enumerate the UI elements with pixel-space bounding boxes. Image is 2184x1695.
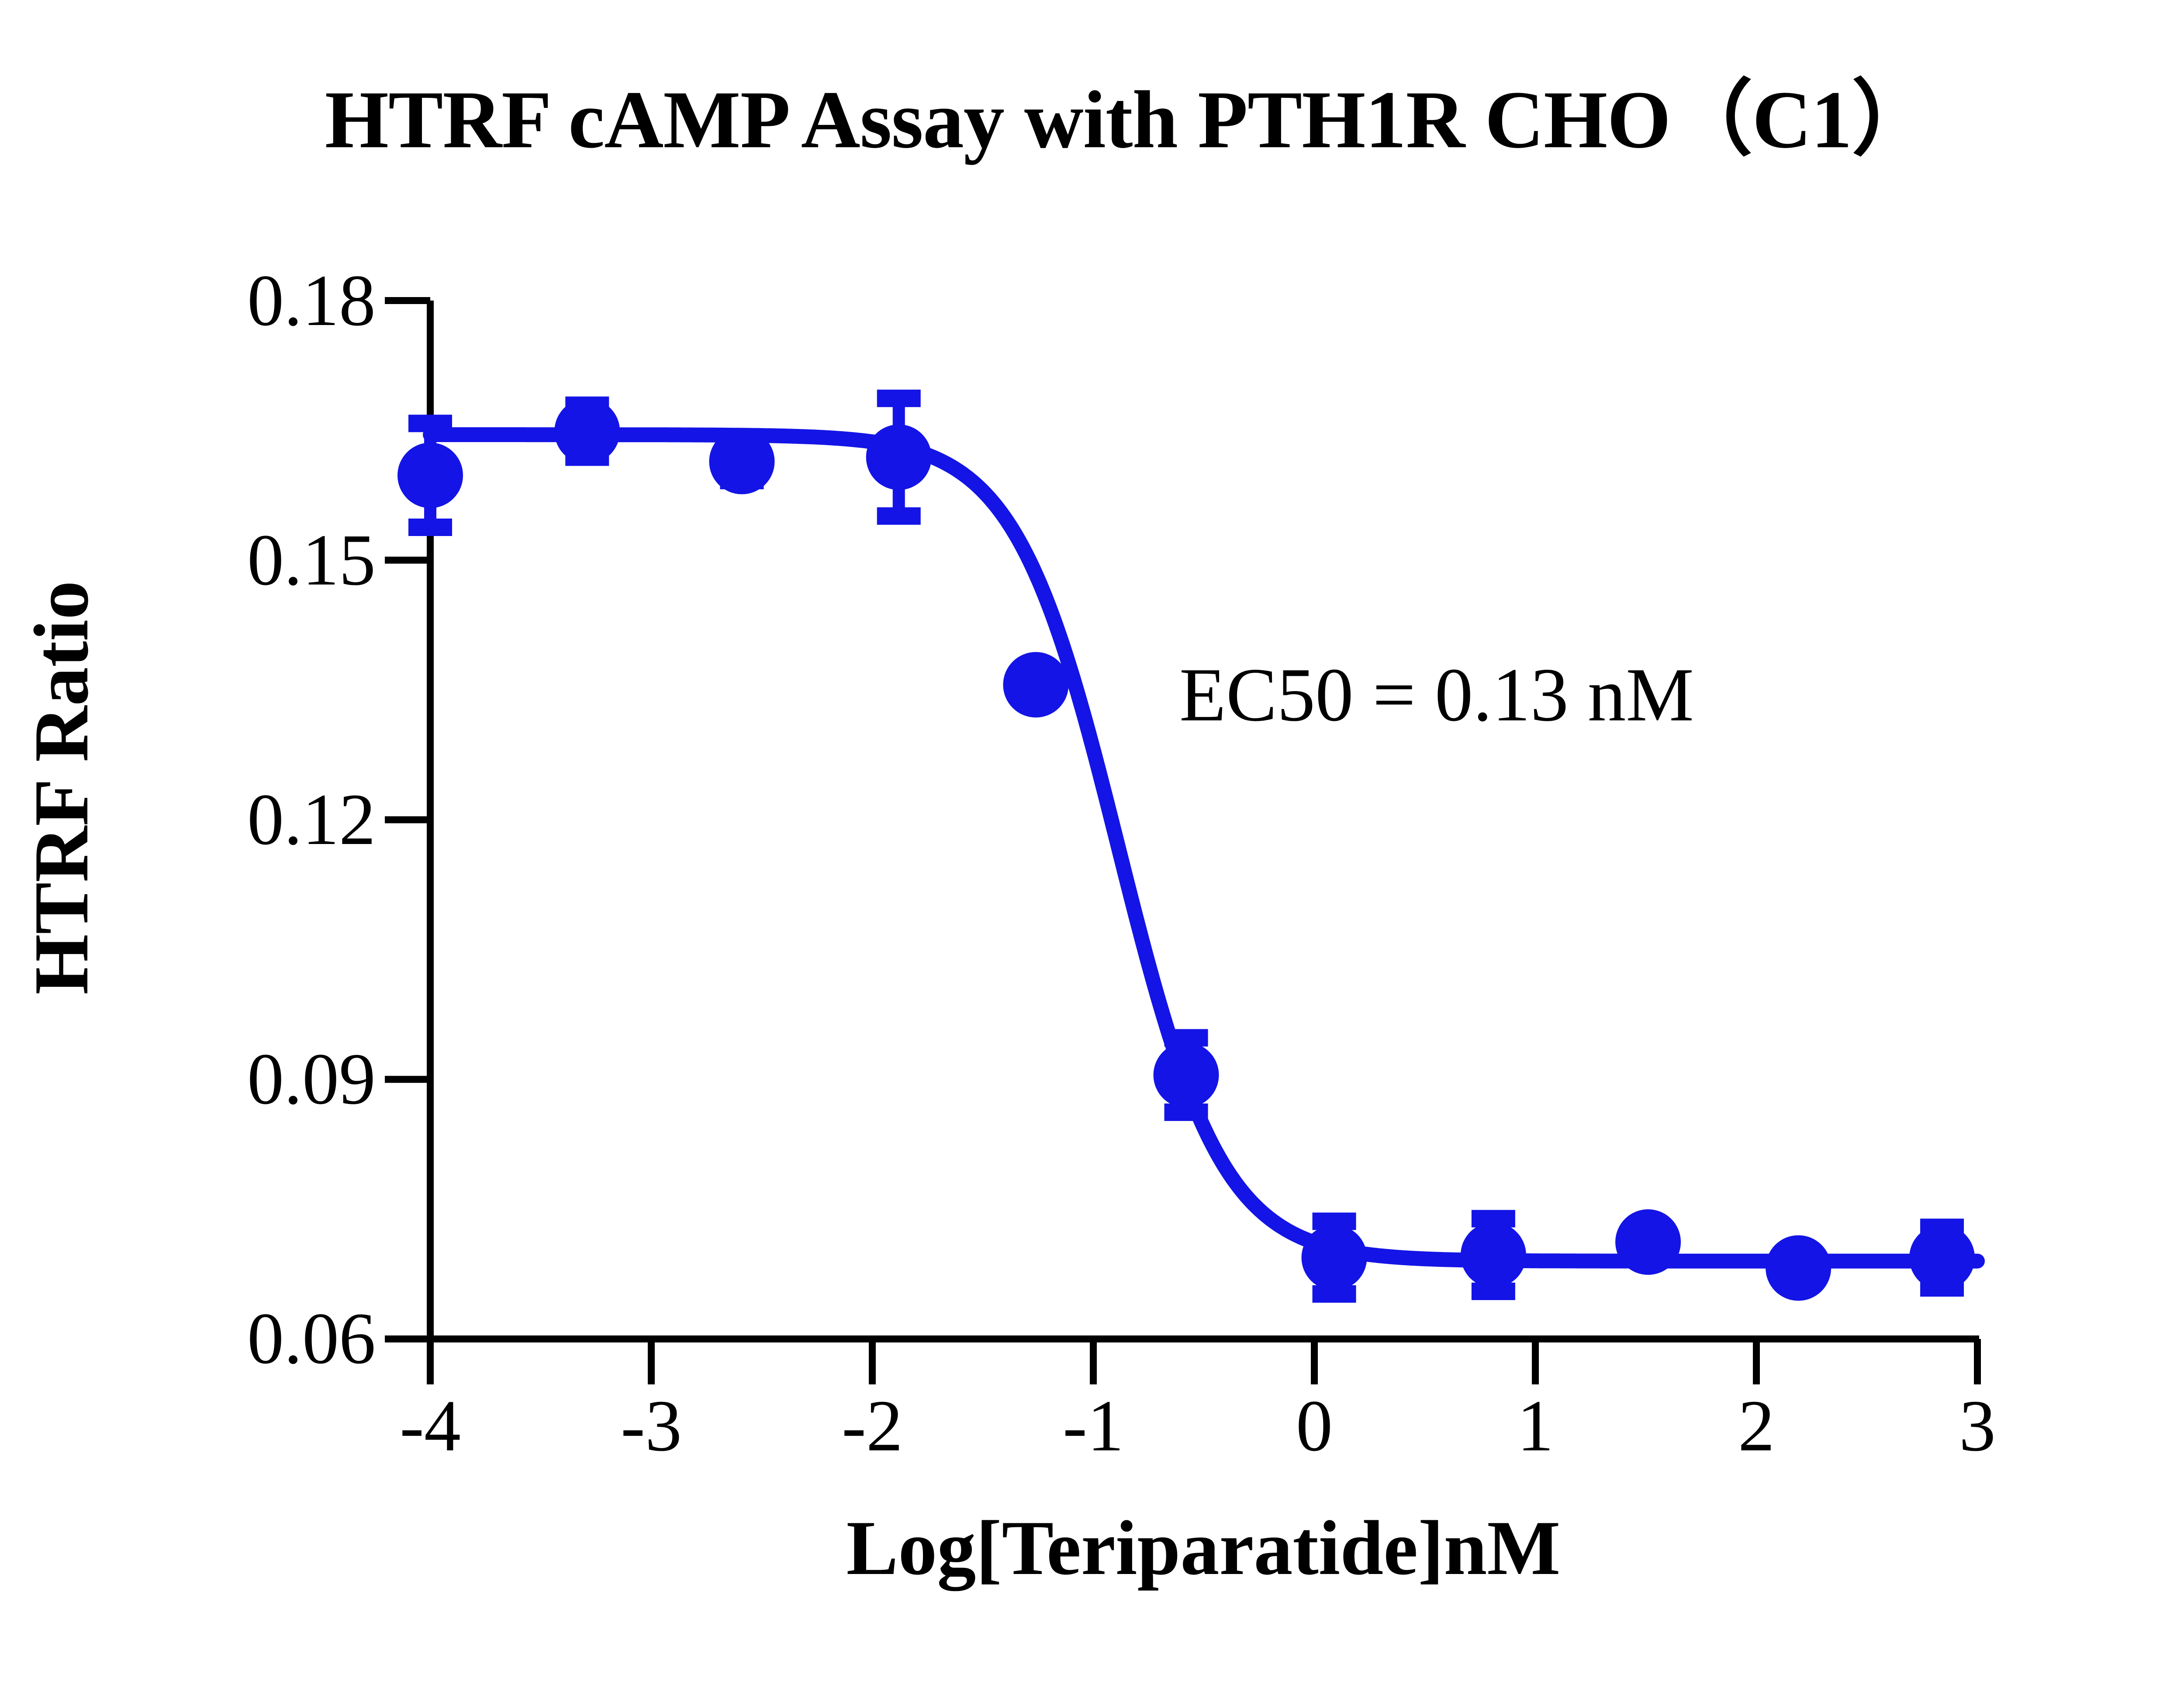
y-tick-label: 0.12 — [247, 779, 376, 860]
x-tick-label: -1 — [1063, 1385, 1124, 1467]
y-tick-label: 0.09 — [247, 1038, 376, 1120]
x-tick-label: 2 — [1738, 1385, 1775, 1467]
x-tick-label: -4 — [400, 1385, 461, 1467]
ec50-annotation: EC50 = 0.13 nM — [1179, 652, 1694, 737]
x-tick-label: 3 — [1959, 1385, 1996, 1467]
page-title: HTRF cAMP Assay with PTH1R CHO（C1） — [325, 74, 1934, 165]
x-tick-label: 1 — [1517, 1385, 1554, 1467]
x-tick-label: -2 — [842, 1385, 903, 1467]
x-tick-label: 0 — [1296, 1385, 1333, 1467]
data-points — [397, 398, 1975, 1301]
error-bars — [408, 389, 1964, 1303]
y-tick-label: 0.18 — [247, 260, 376, 341]
y-tick-label: 0.15 — [247, 519, 376, 601]
x-axis-title: Log[Teriparatide]nM — [846, 1505, 1561, 1591]
axes — [385, 297, 1981, 1384]
x-tick-label: -3 — [621, 1385, 682, 1467]
y-axis-tick-labels: 0.18 0.15 0.12 0.09 0.06 — [57, 0, 376, 1695]
y-tick-label: 0.06 — [247, 1298, 376, 1379]
fit-curve — [423, 427, 1985, 1269]
